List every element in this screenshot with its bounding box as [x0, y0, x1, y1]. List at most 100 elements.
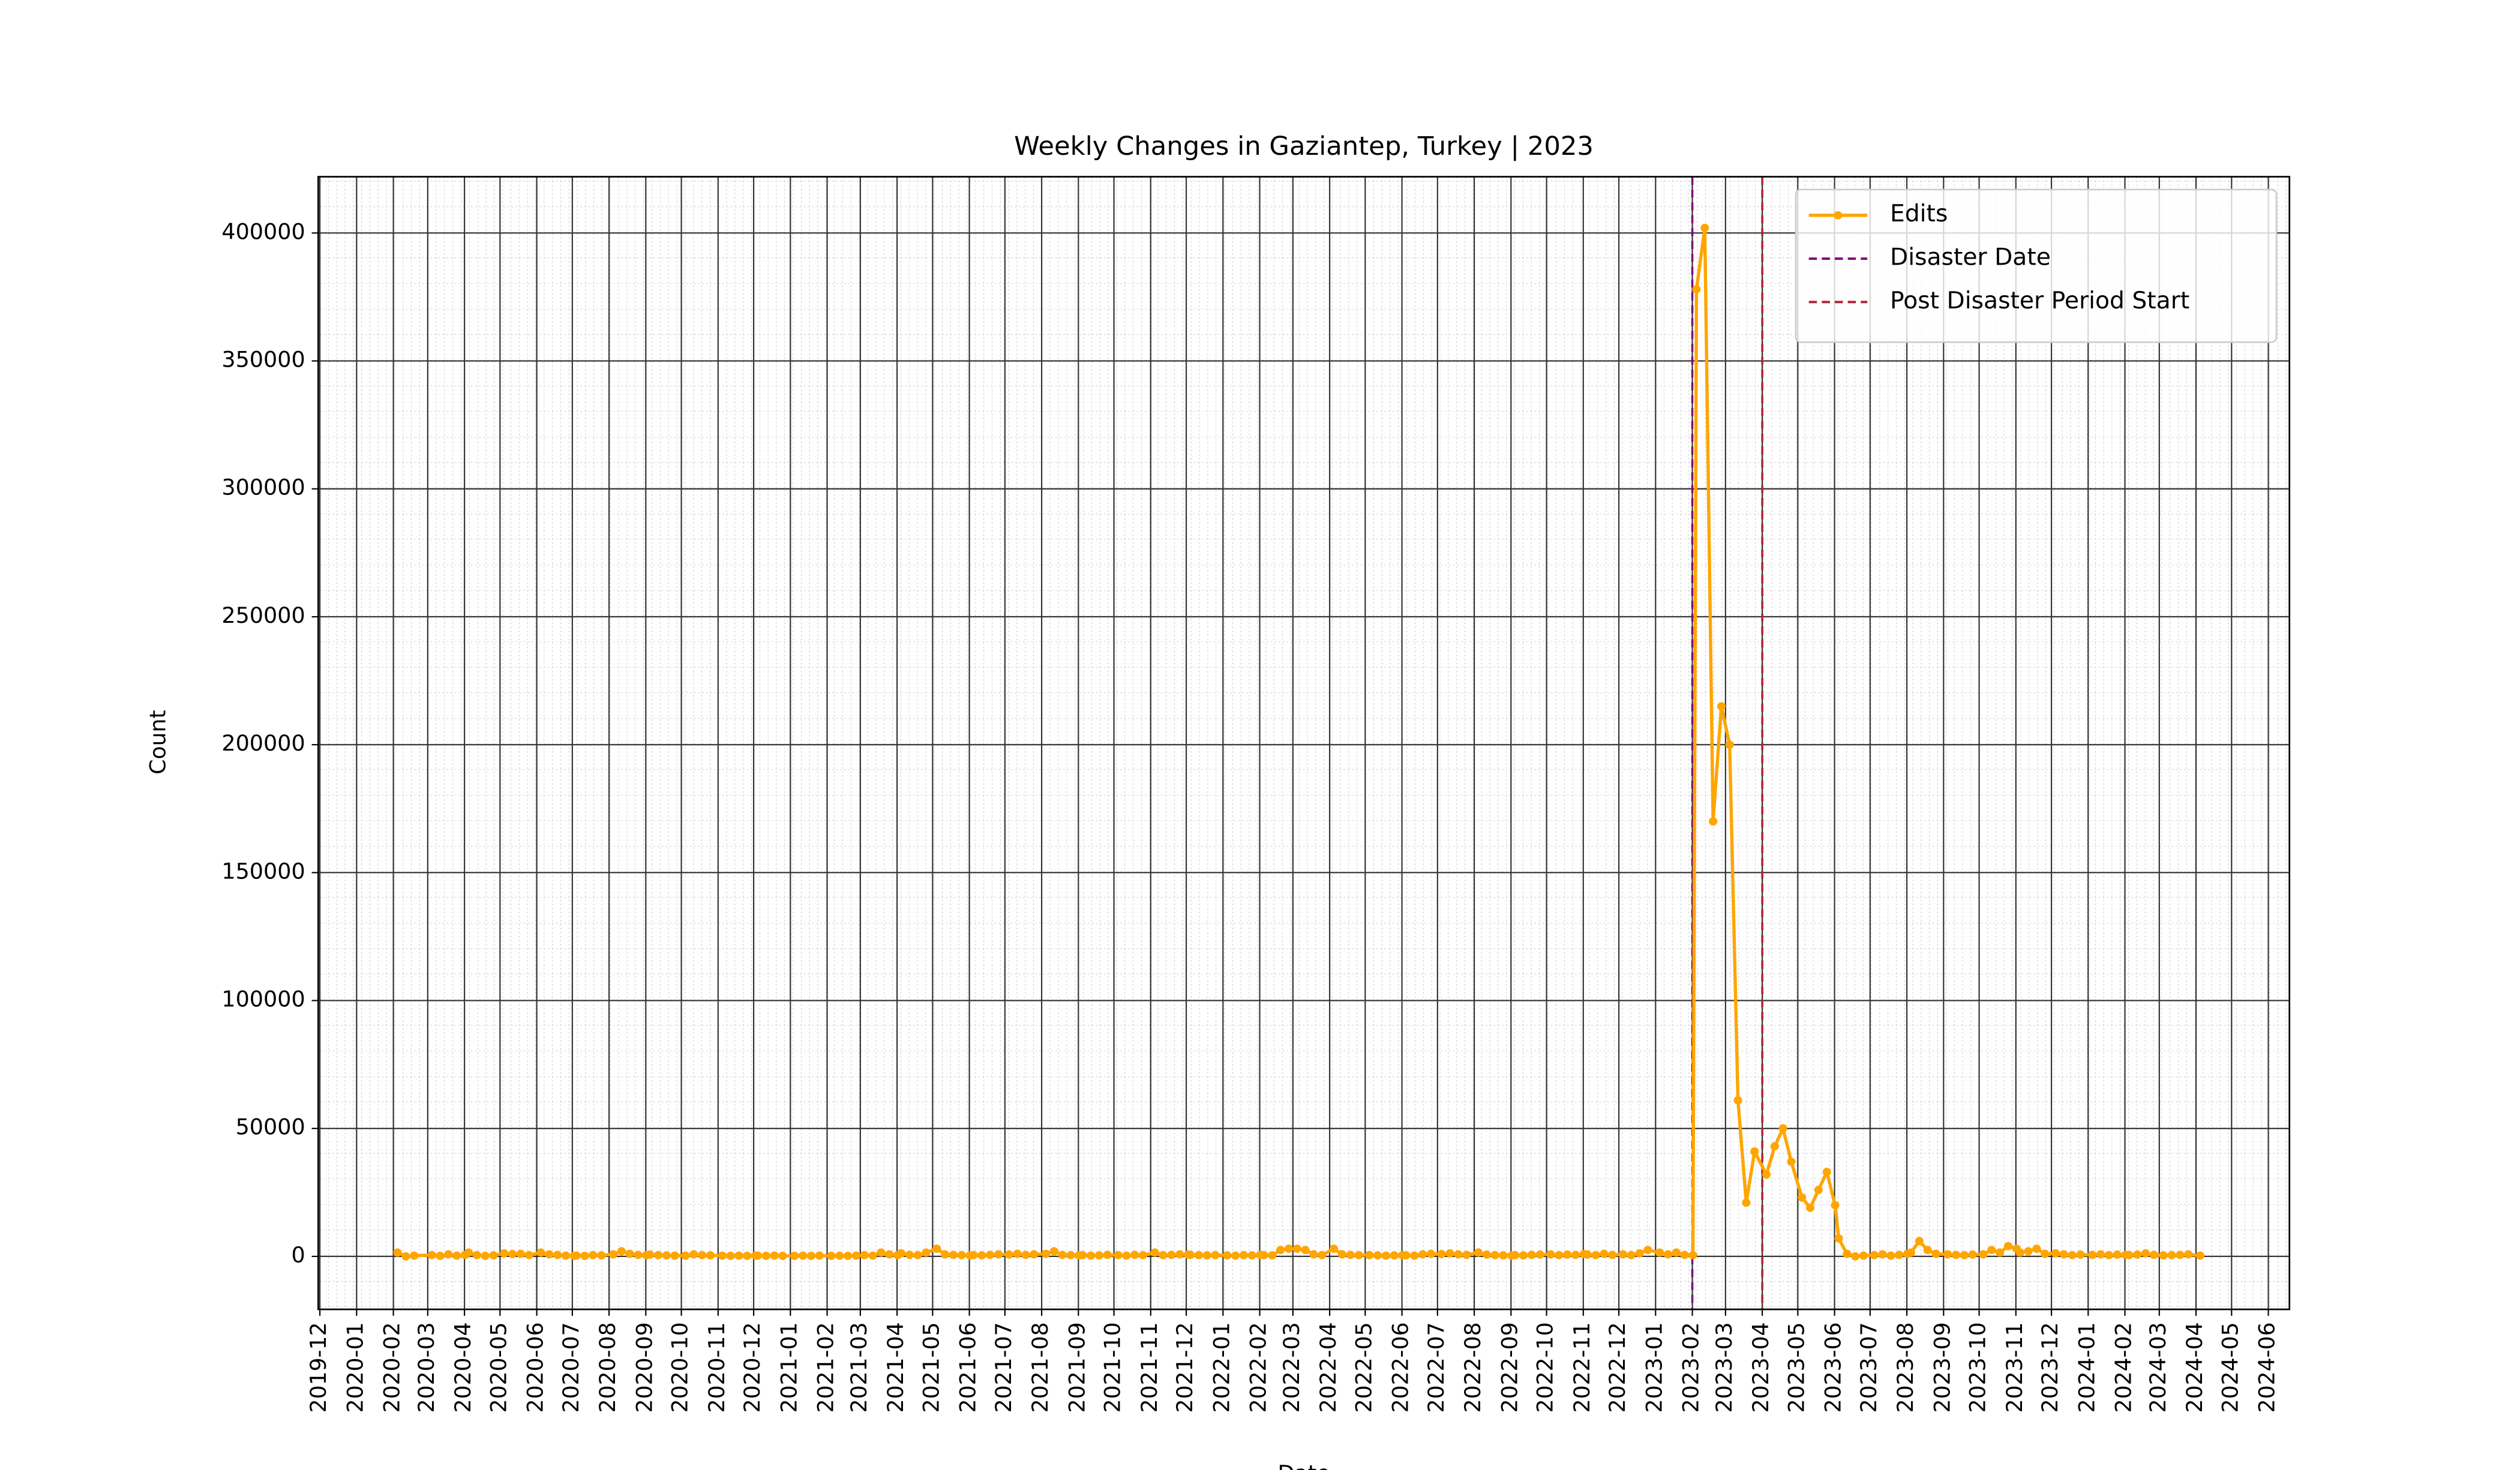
y-tick-label: 0	[292, 1242, 305, 1268]
data-point	[1437, 1250, 1446, 1259]
data-point	[986, 1250, 995, 1259]
data-point	[536, 1248, 545, 1257]
x-tick-label: 2022-08	[1460, 1322, 1486, 1413]
data-point	[1519, 1251, 1528, 1260]
data-point	[1167, 1250, 1176, 1259]
legend-label: Post Disaster Period Start	[1890, 287, 2189, 314]
data-point	[734, 1251, 743, 1260]
data-point	[1202, 1251, 1211, 1260]
data-point	[994, 1250, 1003, 1259]
data-point	[481, 1252, 490, 1261]
x-tick-label: 2022-02	[1245, 1322, 1271, 1413]
data-point	[2041, 1249, 2050, 1258]
legend: Edits Disaster Date Post Disaster Period S…	[1795, 188, 2278, 343]
data-point	[1138, 1250, 1148, 1259]
data-point	[2104, 1250, 2113, 1259]
legend-box	[1795, 188, 2278, 343]
data-point	[1692, 285, 1701, 294]
data-point	[2003, 1241, 2012, 1250]
data-point	[1381, 1251, 1390, 1260]
data-point	[1979, 1250, 1988, 1259]
x-tick-label: 2021-08	[1027, 1322, 1053, 1413]
chart-title: Weekly Changes in Gaziantep, Turkey | 20…	[1014, 131, 1594, 161]
data-point	[1194, 1250, 1203, 1259]
data-point	[608, 1250, 618, 1259]
data-point	[597, 1251, 606, 1260]
data-point	[1211, 1250, 1220, 1259]
data-point	[1231, 1251, 1240, 1260]
data-point	[1563, 1250, 1572, 1259]
data-point	[1130, 1250, 1139, 1259]
data-point	[1418, 1250, 1427, 1259]
grid	[318, 176, 2290, 1310]
data-point	[1600, 1249, 1609, 1258]
data-point	[1474, 1248, 1483, 1257]
data-point	[427, 1250, 436, 1259]
data-point	[698, 1250, 707, 1259]
x-tick-label: 2022-06	[1387, 1322, 1413, 1413]
data-point	[1546, 1250, 1555, 1259]
data-point	[524, 1250, 533, 1259]
data-point	[1390, 1251, 1399, 1260]
data-point	[1284, 1244, 1293, 1253]
data-point	[2032, 1244, 2041, 1253]
x-tick-label: 2023-04	[1748, 1322, 1774, 1413]
data-point	[1078, 1250, 1087, 1259]
x-tick-label: 2021-09	[1064, 1322, 1090, 1413]
data-point	[1806, 1203, 1815, 1212]
data-point	[851, 1251, 860, 1260]
data-point	[1292, 1244, 1301, 1253]
data-point	[1960, 1250, 1969, 1259]
data-point	[1490, 1250, 1499, 1259]
data-point	[1301, 1246, 1310, 1255]
x-tick-label: 2021-02	[812, 1322, 838, 1413]
data-point	[1276, 1246, 1285, 1255]
data-point	[753, 1251, 763, 1260]
x-tick-label: 2023-05	[1783, 1322, 1809, 1413]
x-tick-label: 2022-03	[1279, 1322, 1304, 1413]
x-tick-label: 2020-04	[450, 1322, 476, 1413]
x-tick-label: 2024-05	[2217, 1322, 2243, 1413]
data-point	[1223, 1251, 1232, 1260]
data-point	[718, 1251, 727, 1260]
minor-grid	[318, 176, 2290, 1310]
data-point	[1268, 1251, 1277, 1260]
data-point	[1511, 1250, 1520, 1259]
data-point	[1426, 1249, 1436, 1258]
data-point	[1878, 1250, 1887, 1259]
y-tick-label: 350000	[221, 347, 305, 373]
data-point	[689, 1250, 698, 1259]
legend-marker	[1834, 211, 1843, 220]
data-point	[1318, 1250, 1327, 1259]
data-point	[662, 1251, 671, 1260]
data-point	[2113, 1250, 2122, 1259]
data-point	[2015, 1248, 2024, 1257]
data-point	[1058, 1250, 1067, 1259]
data-point	[1664, 1250, 1673, 1259]
data-point	[969, 1250, 978, 1259]
legend-label: Edits	[1890, 200, 1948, 227]
data-point	[2167, 1250, 2176, 1259]
x-tick-label: 2022-10	[1532, 1322, 1558, 1413]
data-point	[1329, 1244, 1339, 1253]
data-point	[1750, 1147, 1759, 1156]
x-axis-label: Date	[1277, 1460, 1330, 1470]
x-tick-label: 2023-09	[1929, 1322, 1955, 1413]
data-point	[572, 1251, 581, 1260]
data-point	[1354, 1250, 1363, 1259]
x-tick-label: 2021-01	[776, 1322, 802, 1413]
data-point	[1618, 1250, 1628, 1259]
x-tick-label: 2023-12	[2037, 1322, 2063, 1413]
data-point	[896, 1249, 906, 1258]
data-point	[1499, 1251, 1508, 1260]
x-tick-label: 2021-10	[1099, 1322, 1125, 1413]
y-tick-label: 150000	[221, 858, 305, 884]
data-point	[1843, 1249, 1852, 1258]
data-point	[1346, 1250, 1355, 1259]
data-point	[1186, 1250, 1195, 1259]
data-point	[1996, 1248, 2005, 1257]
data-point	[1680, 1250, 1689, 1259]
x-tick-label: 2021-11	[1136, 1322, 1162, 1413]
data-point	[2096, 1250, 2105, 1259]
data-point	[761, 1252, 770, 1261]
